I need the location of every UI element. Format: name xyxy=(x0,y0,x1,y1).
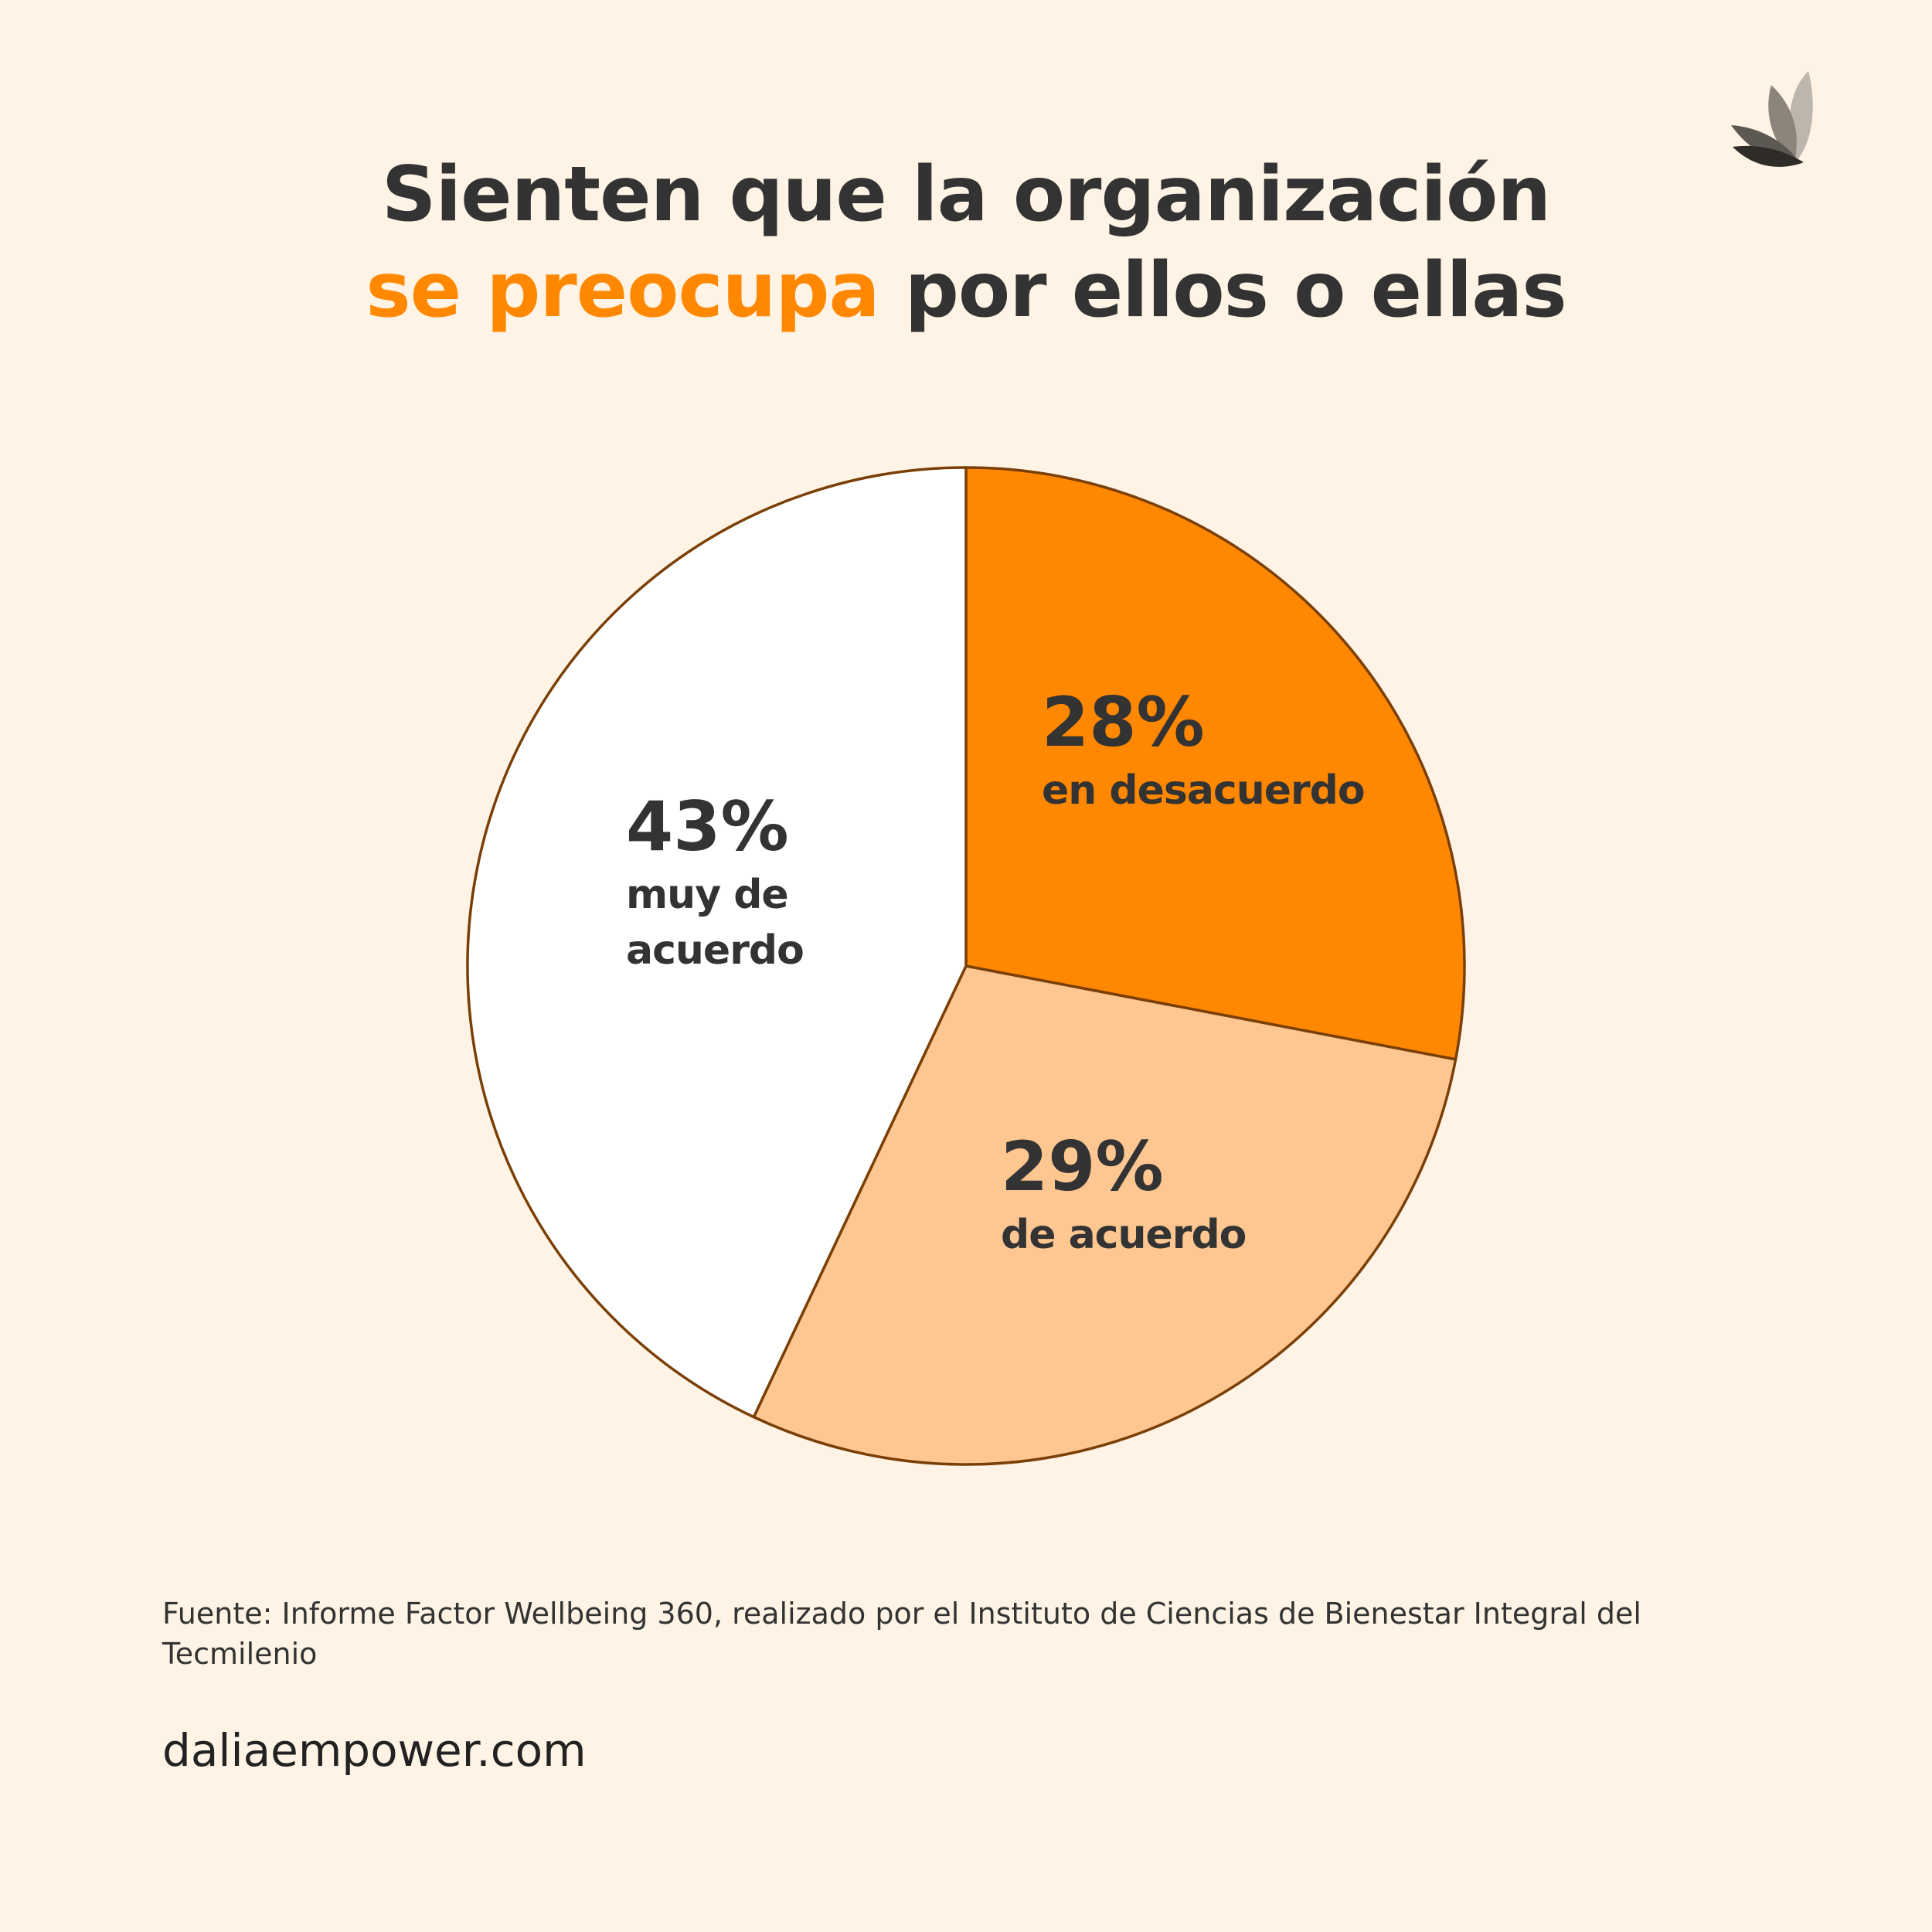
source-note: Fuente: Informe Factor Wellbeing 360, re… xyxy=(162,1597,1641,1671)
website-link[interactable]: daliaempower.com xyxy=(162,1724,587,1777)
title-line-1: Sienten que la organización xyxy=(381,151,1551,239)
slice-category-label: muy de xyxy=(626,872,788,918)
pie-slice-en-desacuerdo xyxy=(964,466,1466,1061)
title-rest: por ellos o ellas xyxy=(879,247,1567,335)
pie-slice-de-acuerdo xyxy=(752,964,1458,1466)
slice-value-label: 29% xyxy=(1001,1127,1164,1206)
slice-category-label: acuerdo xyxy=(626,927,804,974)
leaf-petals-icon xyxy=(1731,71,1813,167)
slice-category-label: de acuerdo xyxy=(1001,1212,1246,1258)
title-highlight: se preocupa xyxy=(366,247,879,335)
pie-slice-muy-de-acuerdo xyxy=(466,466,968,1419)
chart-title: Sienten que la organización se preocupa … xyxy=(0,147,1932,338)
slice-value-label: 28% xyxy=(1042,682,1205,762)
title-line-2: se preocupa por ellos o ellas xyxy=(0,243,1932,338)
slice-value-label: 43% xyxy=(626,787,789,866)
slice-category-label: en desacuerdo xyxy=(1042,767,1365,814)
